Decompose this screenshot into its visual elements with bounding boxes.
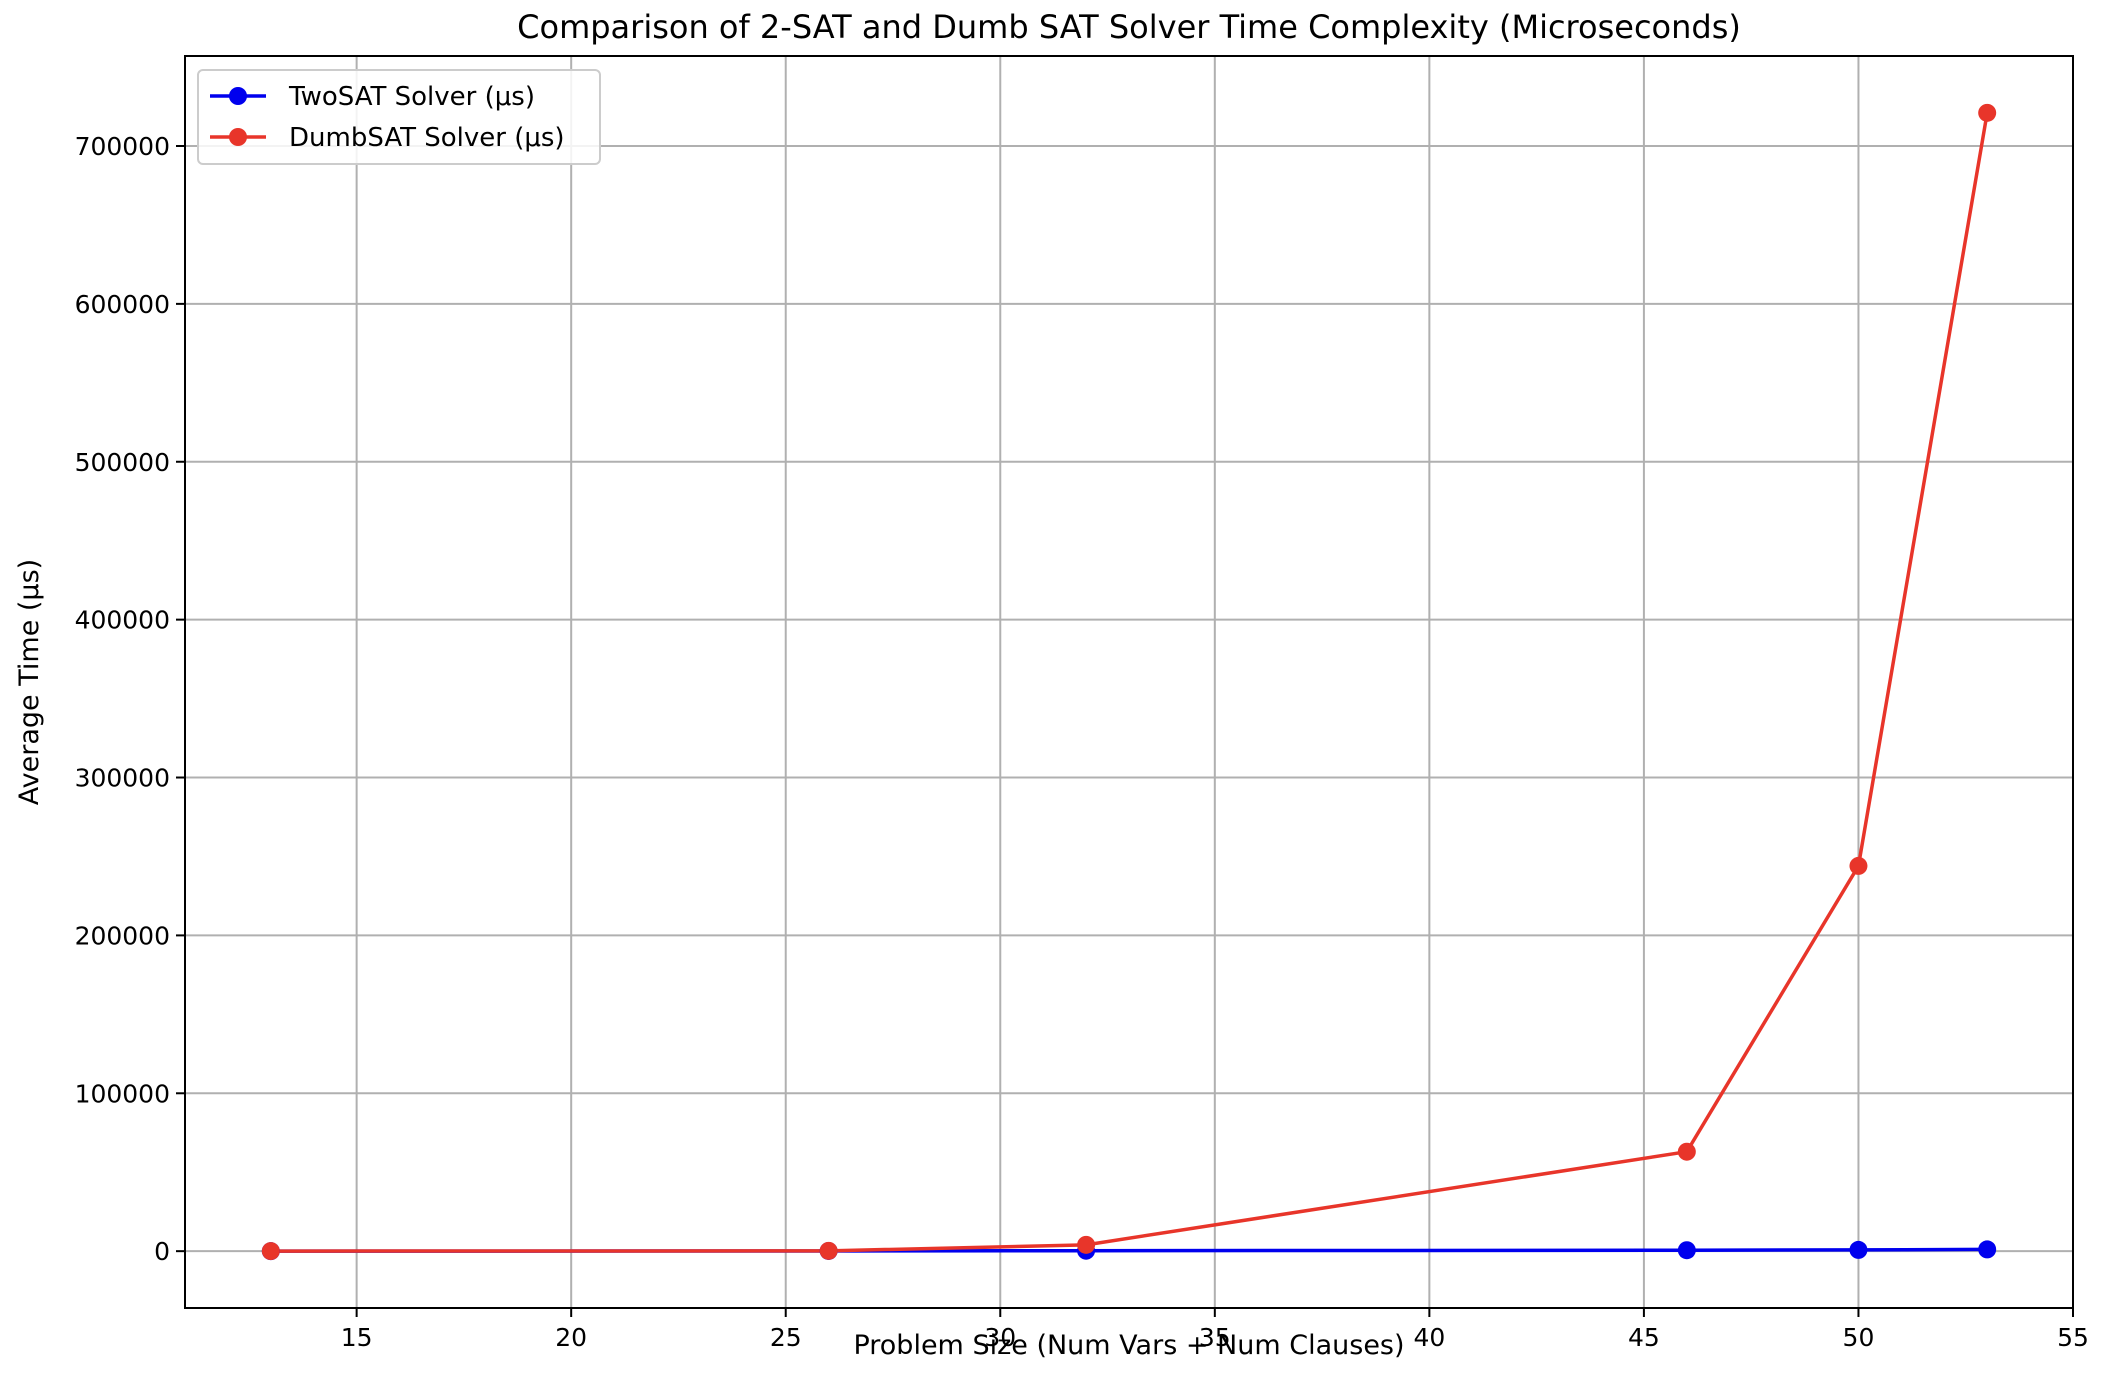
data-point-dumbsat [1077, 1235, 1096, 1254]
data-point-twosat [1677, 1241, 1696, 1260]
y-tick-label: 0 [154, 1237, 170, 1266]
data-point-dumbsat [1978, 103, 1997, 122]
legend-label-twosat: TwoSAT Solver (μs) [288, 82, 535, 112]
data-point-dumbsat [1677, 1142, 1696, 1161]
x-tick-label: 30 [984, 1323, 1016, 1352]
data-point-twosat [1978, 1240, 1997, 1259]
x-tick-label: 35 [1199, 1323, 1231, 1352]
data-point-twosat [1849, 1240, 1868, 1259]
x-tick-label: 50 [1843, 1323, 1875, 1352]
x-tick-label: 40 [1413, 1323, 1445, 1352]
legend-marker-dumbsat [229, 128, 247, 146]
series-line-dumbsat [270, 112, 1989, 1253]
y-tick-label: 200000 [75, 921, 170, 950]
series-lines [261, 103, 1997, 1261]
x-tick-label: 25 [770, 1323, 802, 1352]
plot-frame [184, 55, 2074, 1309]
x-tick-label: 45 [1628, 1323, 1660, 1352]
x-tick-label: 15 [341, 1323, 373, 1352]
legend: TwoSAT Solver (μs) DumbSAT Solver (μs) [197, 69, 601, 165]
x-axis-label: Problem Size (Num Vars + Num Clauses) [853, 1330, 1404, 1361]
y-axis-label: Average Time (μs) [14, 559, 45, 805]
data-point-dumbsat [819, 1241, 838, 1260]
y-tick-label: 700000 [75, 132, 170, 161]
y-tick-label: 400000 [75, 606, 170, 635]
legend-box [197, 69, 601, 165]
data-point-dumbsat [261, 1242, 280, 1261]
y-tick-label: 100000 [75, 1079, 170, 1108]
axis-ticks: 15 20 25 30 35 40 45 50 55 0 100000 200000 300000 400… [75, 132, 2089, 1352]
x-tick-label: 20 [555, 1323, 587, 1352]
grid [185, 56, 2074, 1308]
legend-label-dumbsat: DumbSAT Solver (μs) [289, 123, 565, 153]
chart-title: Comparison of 2-SAT and Dumb SAT Solver … [517, 8, 1741, 46]
data-point-dumbsat [1849, 856, 1868, 875]
y-tick-label: 500000 [75, 448, 170, 477]
y-tick-label: 300000 [75, 764, 170, 793]
x-tick-label: 55 [2057, 1323, 2089, 1352]
legend-marker-twosat [229, 87, 247, 105]
y-tick-label: 600000 [75, 290, 170, 319]
